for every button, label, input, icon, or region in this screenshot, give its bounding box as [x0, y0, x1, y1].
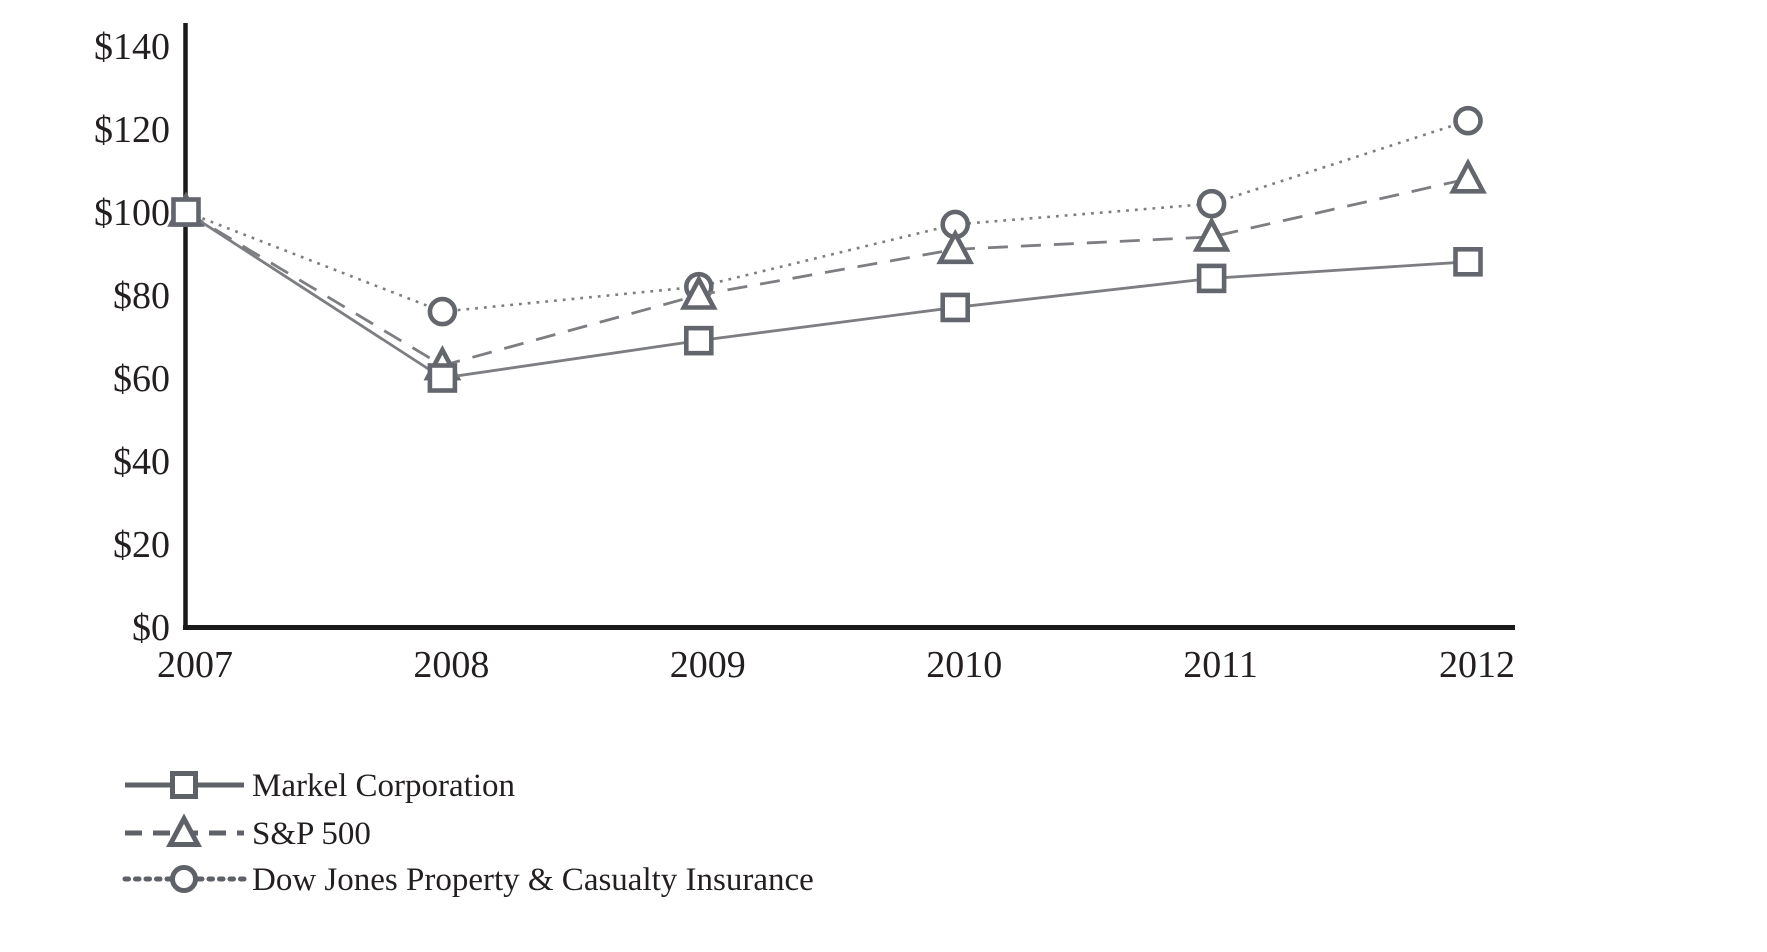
circle-marker-icon [170, 865, 198, 893]
legend-label-s-p-500: S&P 500 [252, 816, 371, 852]
square-marker-icon [170, 771, 198, 799]
x-tick-label: 2007 [157, 644, 233, 686]
x-tick-label: 2009 [670, 644, 746, 686]
y-tick-label: $20 [113, 524, 170, 566]
square-marker-icon [940, 292, 971, 323]
legend-label-dow-jones-property-casualty-insurance: Dow Jones Property & Casualty Insurance [252, 862, 814, 898]
triangle-marker-icon [1192, 216, 1231, 252]
y-tick-label: $60 [113, 358, 170, 400]
series-line-dow-jones-property-casualty-insurance [185, 119, 1469, 313]
y-tick-label: $120 [94, 109, 170, 151]
y-tick-label: $140 [94, 26, 170, 68]
x-tick-label: 2012 [1439, 644, 1515, 686]
y-tick-label: $100 [94, 192, 170, 234]
legend-label-markel-corporation: Markel Corporation [252, 768, 515, 804]
circle-marker-icon [427, 296, 458, 327]
square-marker-icon [171, 197, 201, 227]
square-marker-icon [427, 363, 458, 393]
x-tick-label: 2008 [413, 644, 489, 686]
triangle-marker-icon [166, 813, 202, 847]
series-line-s-p-500 [185, 177, 1469, 368]
square-marker-icon [683, 325, 714, 356]
x-tick-label: 2010 [926, 644, 1002, 686]
triangle-marker-icon [936, 228, 975, 265]
y-tick-label: $80 [113, 275, 170, 317]
x-tick-label: 2011 [1183, 644, 1258, 686]
triangle-marker-icon [1449, 158, 1487, 194]
circle-marker-icon [1453, 105, 1483, 136]
circle-marker-icon [1196, 188, 1227, 219]
y-tick-label: $0 [132, 607, 170, 649]
triangle-marker-icon [679, 274, 718, 310]
y-tick-label: $40 [113, 441, 170, 483]
series-line-markel-corporation [185, 210, 1469, 380]
square-marker-icon [1196, 263, 1227, 294]
square-marker-icon [1453, 247, 1483, 277]
